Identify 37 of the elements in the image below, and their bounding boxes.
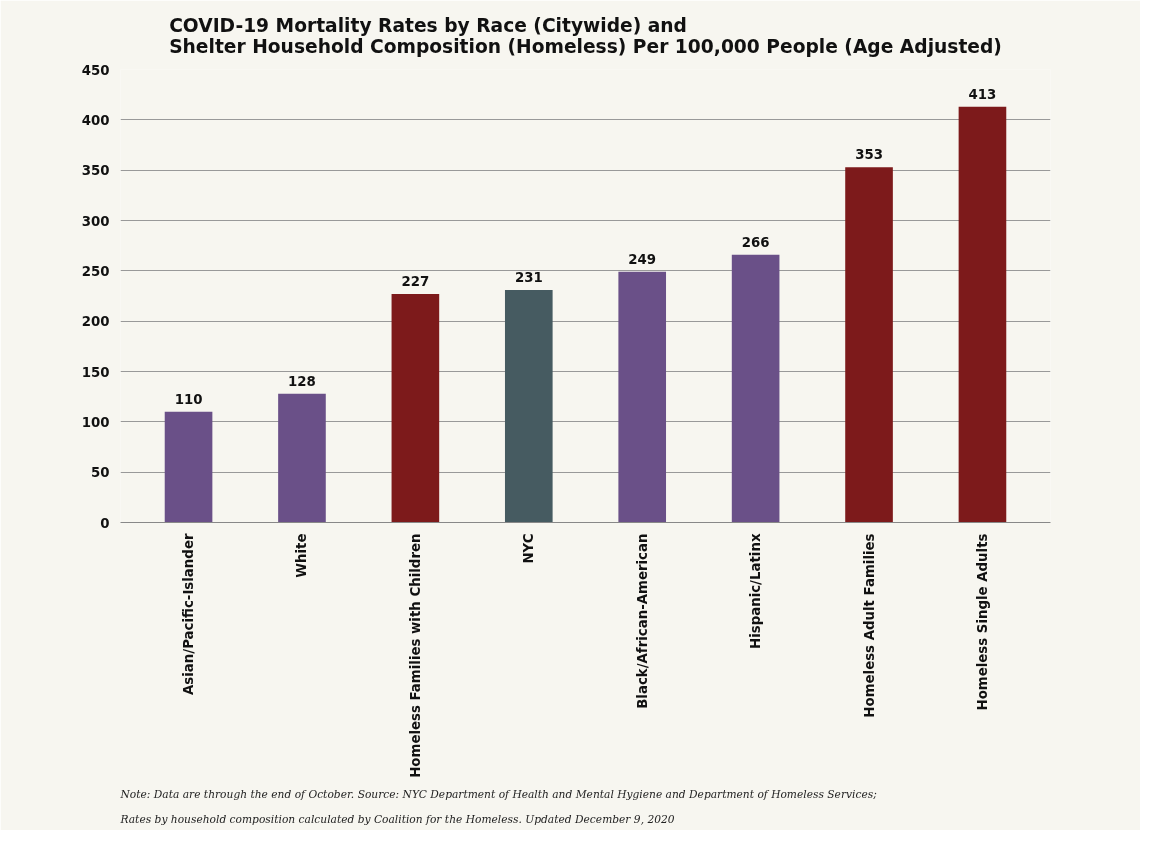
data-label: 266 xyxy=(741,234,770,250)
bar xyxy=(278,393,326,523)
data-label: 227 xyxy=(401,273,430,289)
bar xyxy=(504,289,553,523)
data-label: 249 xyxy=(628,251,657,267)
bar xyxy=(731,254,780,523)
data-label: 231 xyxy=(514,269,543,285)
text: Note: Data are through the end of October. Source: NYC Department of Health and Mental Hygiene and Department of Homeless Services; xyxy=(119,787,878,801)
bar xyxy=(618,271,667,523)
bar xyxy=(958,106,1007,523)
bar xyxy=(164,411,213,523)
data-label: 413 xyxy=(968,86,997,102)
y-tick-label: 300 xyxy=(81,213,110,229)
bar xyxy=(391,293,440,523)
data-label: 353 xyxy=(855,147,883,163)
y-tick-label: 50 xyxy=(90,465,110,481)
y-tick-label: 350 xyxy=(81,163,110,179)
chart-title: COVID-19 Mortality Rates by Race (Citywide) and Shelter Household Composition (Homeless) Per 100,000 People (Age Adjusted) xyxy=(169,15,1002,57)
bar xyxy=(845,167,893,523)
y-tick-label: 100 xyxy=(81,414,110,430)
x-tick-label: NYC xyxy=(521,533,537,564)
y-tick-label: 250 xyxy=(81,263,110,279)
y-tick-label: 150 xyxy=(81,364,110,380)
y-tick-label: 400 xyxy=(81,112,110,128)
data-label: 110 xyxy=(174,391,203,407)
data-label: 128 xyxy=(288,373,316,389)
y-tick-label: 0 xyxy=(100,515,110,531)
y-tick-label: 450 xyxy=(81,62,110,78)
x-tick-label: White xyxy=(294,533,310,578)
y-tick-label: 200 xyxy=(81,314,110,330)
text: Rates by household composition calculated by Coalition for the Homeless. Updated December 9, 2020 xyxy=(119,812,675,826)
x-tick-label: Hispanic/Latinx xyxy=(748,533,764,650)
x-tick-label: Homeless Adult Families xyxy=(861,533,877,718)
x-tick-label: Asian/Pacific-Islander xyxy=(181,533,197,695)
x-tick-label: Homeless Families with Children xyxy=(407,533,423,778)
x-tick-label: Black/African-American xyxy=(634,533,650,709)
x-tick-label: Homeless Single Adults xyxy=(974,533,990,711)
